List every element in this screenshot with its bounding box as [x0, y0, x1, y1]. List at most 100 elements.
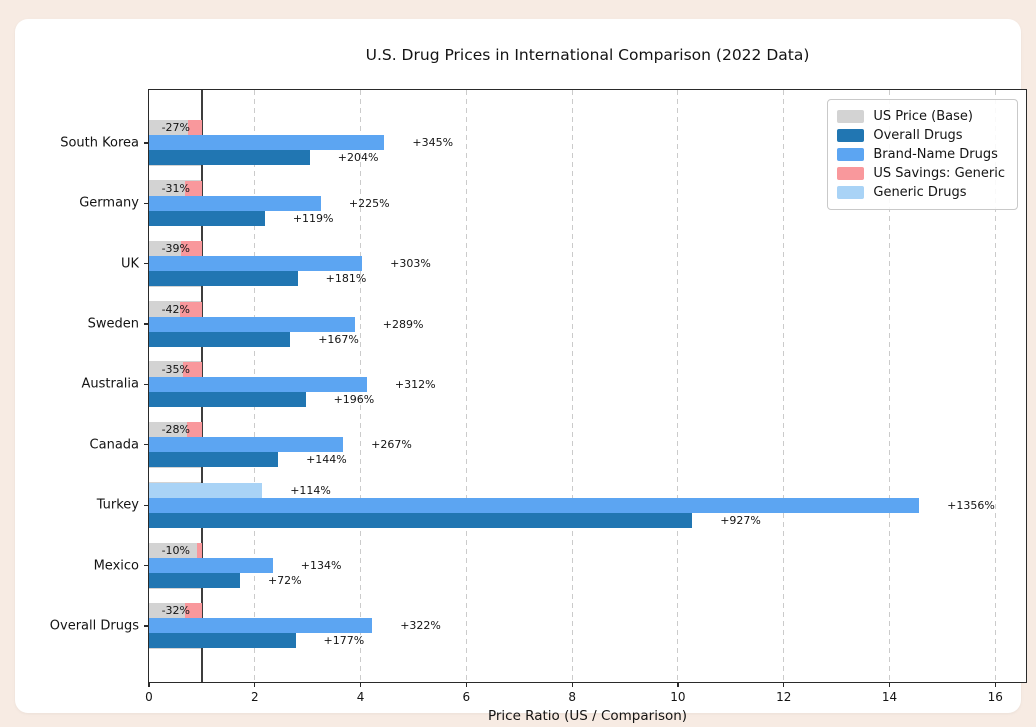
x-tick-mark: [148, 682, 150, 687]
bar-brand-name: [149, 497, 920, 513]
y-tick-mark: [144, 142, 149, 144]
bar-brand-name: [149, 618, 373, 634]
value-label-overall: +196%: [333, 392, 375, 406]
grid-line-x6: [465, 90, 467, 682]
legend-swatch-brand: [837, 148, 865, 161]
bar-overall: [149, 633, 296, 649]
legend-item: Overall Drugs: [837, 126, 1005, 145]
bar-us-savings-generic: [179, 301, 202, 317]
bar-generic-drugs: [149, 482, 263, 498]
y-tick-mark: [144, 383, 149, 386]
value-label-overall: +204%: [337, 151, 379, 165]
legend-item: US Price (Base): [837, 107, 1005, 126]
x-tick-mark: [359, 682, 362, 687]
y-tick-mark: [144, 444, 149, 446]
legend: US Price (Base) Overall Drugs Brand-Name D…: [827, 99, 1018, 210]
y-tick-mark: [144, 564, 149, 567]
value-label-brand: +312%: [394, 377, 436, 391]
grid-line-x8: [571, 90, 573, 682]
bar-brand-name: [149, 195, 321, 211]
x-axis-label: Price Ratio (US / Comparison): [487, 708, 688, 724]
category-label: Sweden: [87, 316, 139, 332]
y-tick-mark: [144, 263, 149, 265]
value-label-overall: +177%: [323, 634, 365, 648]
legend-swatch-overall: [837, 129, 865, 142]
bar-overall: [149, 331, 291, 347]
grid-line-x14: [889, 90, 891, 682]
value-label-overall: +144%: [306, 453, 347, 467]
bar-brand-name: [149, 316, 355, 332]
x-tick-label: 0: [145, 690, 153, 704]
category-label: Canada: [89, 437, 139, 453]
x-tick-mark: [465, 682, 468, 687]
y-tick-mark: [144, 625, 149, 627]
x-tick-label: 16: [987, 690, 1003, 704]
x-tick-mark: [888, 682, 891, 687]
y-tick-mark: [144, 323, 149, 325]
bar-us-savings-generic: [184, 603, 202, 619]
value-label-brand: +267%: [371, 438, 412, 452]
category-label: Turkey: [96, 497, 139, 513]
bar-overall: [149, 210, 265, 226]
value-label-overall: +72%: [267, 574, 302, 588]
bar-overall: [149, 452, 279, 468]
bar-us-savings-generic: [183, 361, 202, 377]
x-tick-label: 10: [670, 690, 686, 704]
category-label: Australia: [81, 376, 139, 392]
plot-area: US Price (Base) Overall Drugs Brand-Name D…: [50, 89, 1027, 724]
bar-brand-name: [149, 558, 273, 574]
category-label: UK: [120, 256, 139, 272]
bar-brand-name: [149, 256, 363, 272]
legend-swatch-generic: [837, 186, 865, 199]
chart-card: U.S. Drug Prices in International Compar…: [15, 19, 1027, 724]
x-tick-mark: [571, 682, 573, 687]
value-label-brand: +345%: [412, 136, 454, 150]
bar-brand-name: [149, 376, 367, 392]
y-tick-mark: [144, 504, 149, 506]
value-label-brand: +225%: [348, 196, 390, 210]
x-tick-mark: [677, 682, 679, 687]
legend-label: Generic Drugs: [873, 185, 967, 200]
value-label-brand: +303%: [390, 257, 431, 271]
x-tick-label: 4: [356, 690, 365, 704]
value-label-overall: +119%: [292, 211, 334, 225]
value-label-generic: -27%: [161, 121, 190, 135]
category-label: Germany: [79, 195, 139, 211]
value-label-brand: +289%: [382, 317, 424, 331]
legend-label: Brand-Name Drugs: [873, 147, 998, 162]
bar-overall: [149, 391, 306, 407]
x-tick-label: 6: [462, 690, 471, 704]
bar-overall: [149, 150, 310, 166]
chart-title: U.S. Drug Prices in International Compar…: [365, 46, 810, 64]
category-label: Mexico: [93, 558, 139, 574]
x-tick-label: 12: [776, 690, 792, 704]
legend-label: US Savings: Generic: [873, 166, 1005, 181]
bar-us-savings-generic: [187, 422, 202, 438]
legend-item: Generic Drugs: [837, 183, 1005, 202]
bar-overall: [149, 573, 240, 589]
bar-us-savings-generic: [187, 120, 202, 136]
x-tick-mark: [783, 682, 785, 687]
category-label: Overall Drugs: [49, 618, 139, 634]
bar-brand-name: [149, 437, 344, 453]
legend-label: US Price (Base): [873, 109, 973, 124]
x-tick-label: 14: [881, 690, 898, 704]
bar-overall: [149, 271, 298, 287]
value-label-brand: +322%: [400, 619, 441, 633]
bar-overall: [149, 512, 693, 528]
grid-line-x16: [994, 90, 996, 682]
value-label-brand: +1356%: [947, 498, 995, 512]
x-tick-label: 2: [250, 690, 259, 704]
value-label-generic: -35%: [161, 362, 190, 376]
value-label-brand: +134%: [300, 559, 342, 573]
value-label-generic: +114%: [290, 483, 331, 497]
y-tick-mark: [144, 202, 149, 204]
grid-line-x10: [677, 90, 679, 682]
value-label-overall: +167%: [318, 332, 359, 346]
legend-item: US Savings: Generic: [837, 164, 1005, 183]
value-label-generic: -28%: [161, 423, 190, 437]
value-label-generic: -32%: [161, 604, 190, 618]
value-label-generic: -39%: [161, 242, 190, 256]
value-label-overall: +181%: [325, 272, 367, 286]
x-tick-label: 8: [568, 690, 576, 704]
